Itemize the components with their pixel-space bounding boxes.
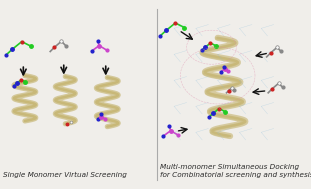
Text: Single Monomer Virtual Screening: Single Monomer Virtual Screening bbox=[3, 172, 127, 178]
Text: Multi-monomer Simultaneous Docking
for Combinatorial screening and synthesis: Multi-monomer Simultaneous Docking for C… bbox=[160, 163, 311, 178]
